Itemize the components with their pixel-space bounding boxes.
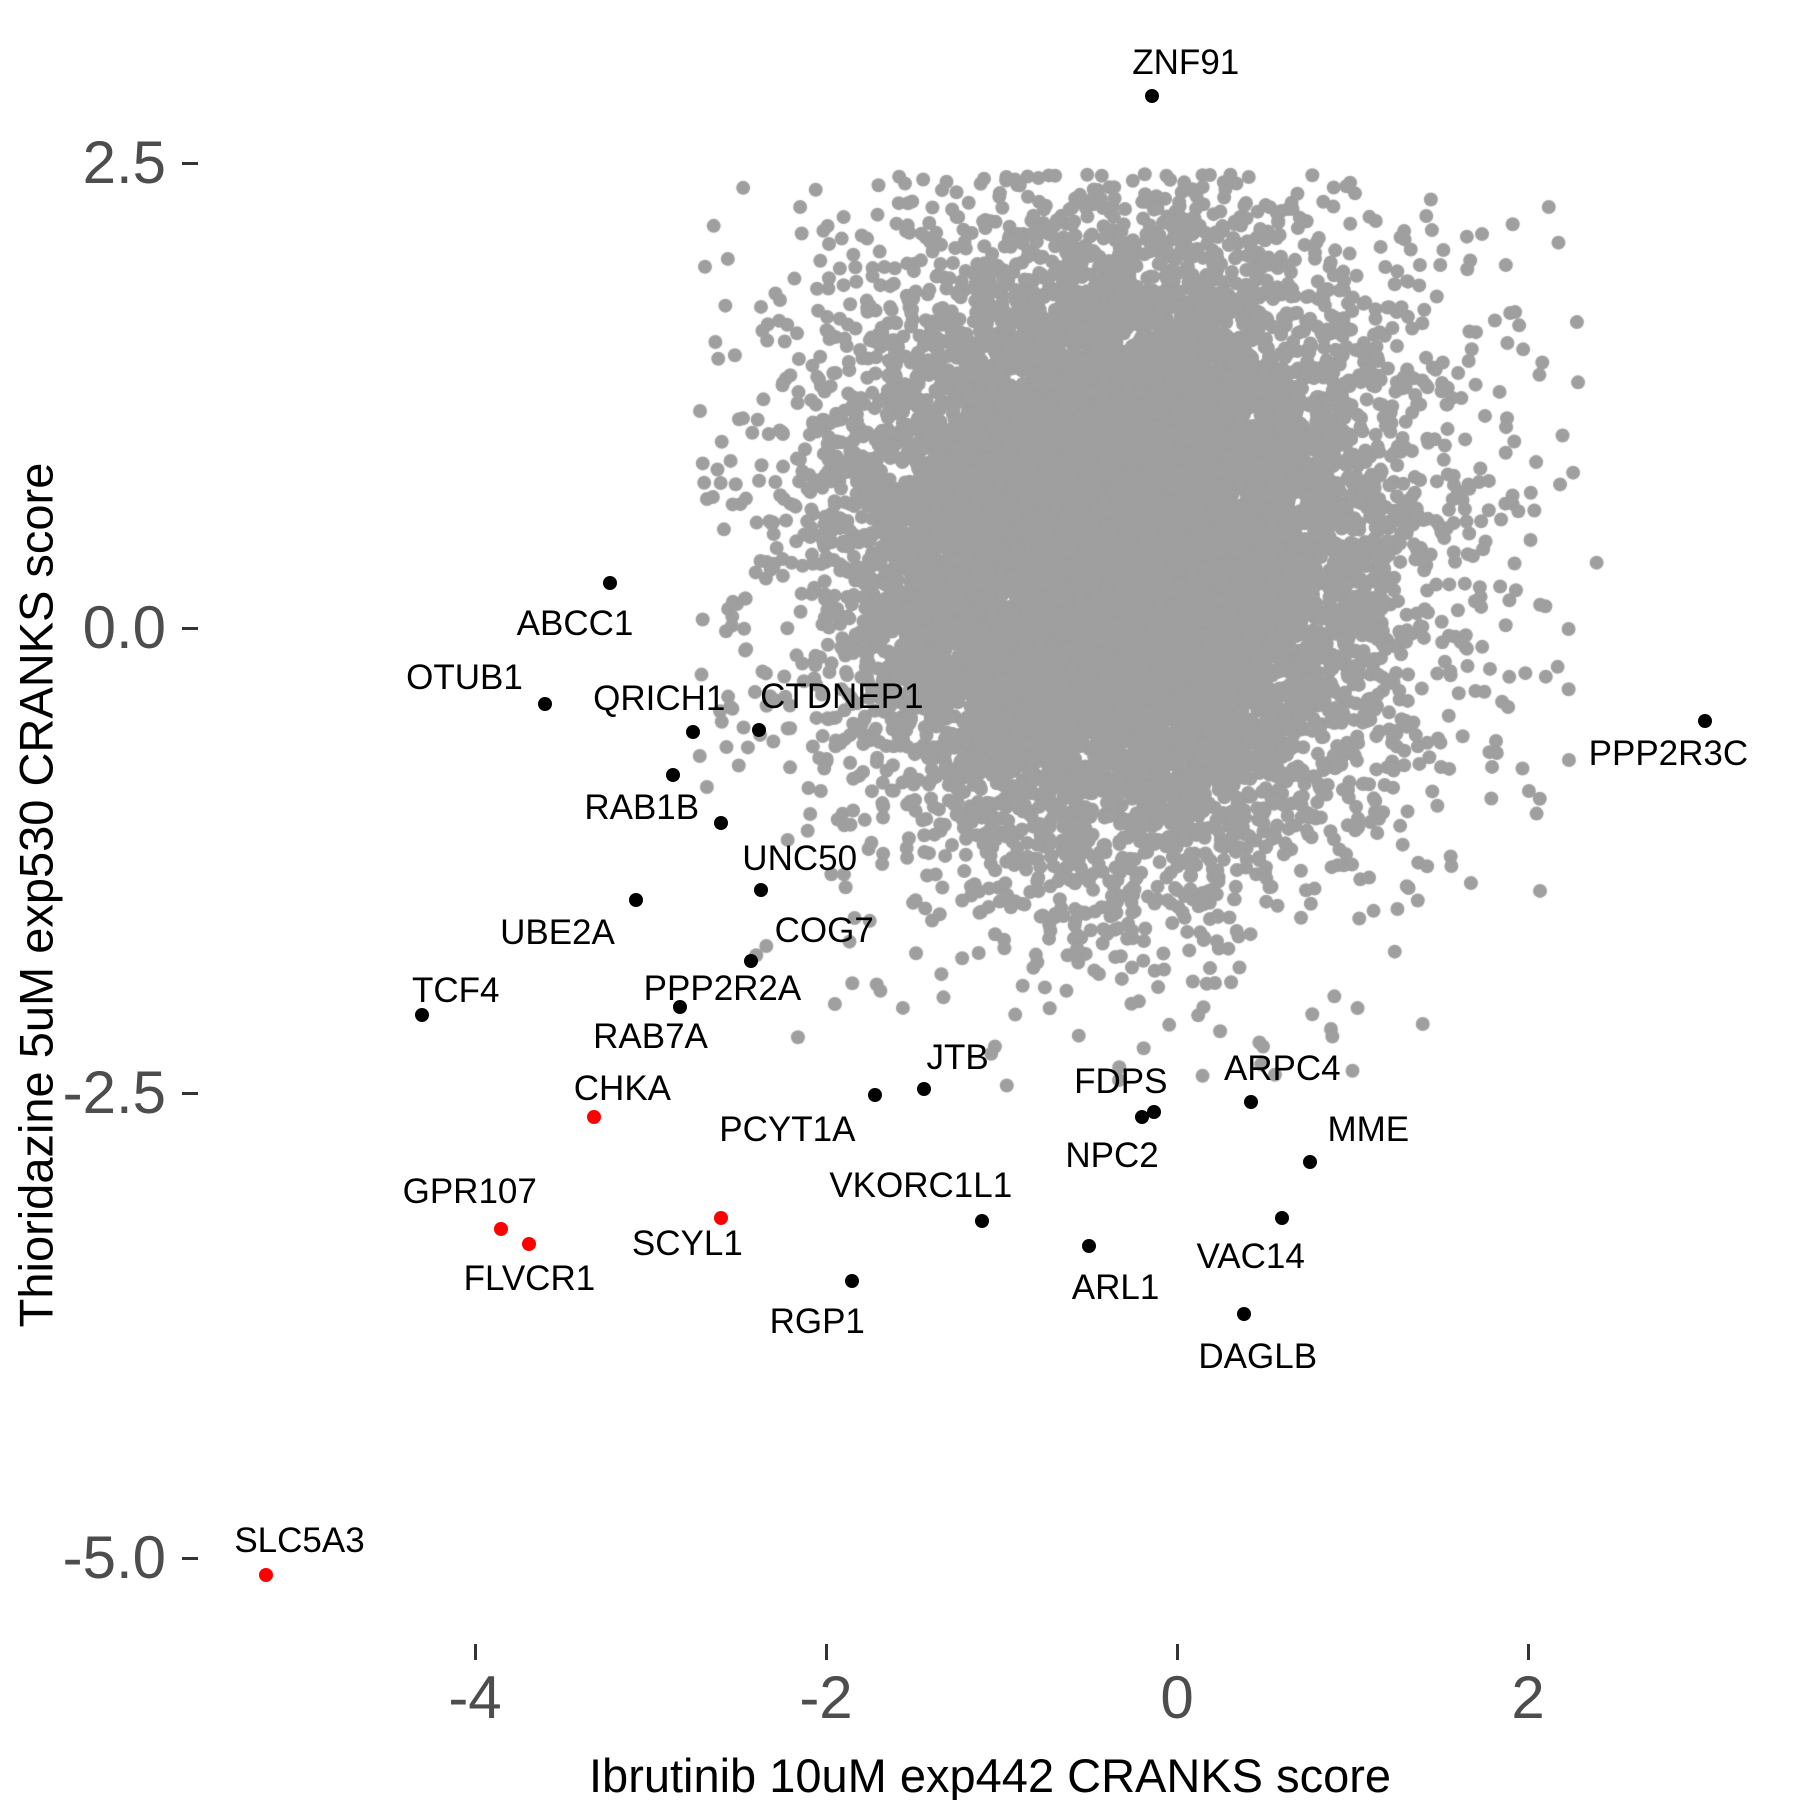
gene-point-vkorc1l1 [975, 1214, 990, 1229]
gene-label-tcf4: TCF4 [411, 970, 500, 1010]
gene-label-fdps: FDPS [1074, 1061, 1168, 1101]
gene-label-qrich1: QRICH1 [593, 678, 726, 718]
gene-point-ppp2r2a [673, 1000, 688, 1015]
gene-point-pcyt1a [868, 1087, 883, 1102]
gene-point-rab1b [666, 767, 681, 782]
gene-point-ube2a [629, 892, 644, 907]
x-axis-title: Ibrutinib 10uM exp442 CRANKS score [588, 1749, 1392, 1800]
gene-point-otub1 [538, 697, 553, 712]
gene-label-slc5a3: SLC5A3 [234, 1521, 365, 1561]
gene-label-mme: MME [1327, 1110, 1410, 1150]
gene-label-rgp1: RGP1 [769, 1301, 865, 1341]
gene-point-vac14 [1275, 1210, 1290, 1225]
gene-label-ctdnep1: CTDNEP1 [760, 676, 924, 716]
gene-point-flvcr1 [522, 1236, 537, 1251]
gene-point-fdps [1147, 1104, 1162, 1119]
gene-label-jtb: JTB [926, 1037, 989, 1077]
gene-point-rab7a [713, 816, 728, 831]
gene-label-gpr107: GPR107 [402, 1171, 537, 1211]
gene-label-ube2a: UBE2A [500, 913, 615, 953]
gene-label-rab7a: RAB7A [593, 1017, 708, 1057]
gene-point-ppp2r3c [1698, 714, 1713, 728]
gene-label-znf91: ZNF91 [1132, 42, 1240, 82]
gene-point-chka [587, 1110, 602, 1125]
gene-point-arl1 [1082, 1238, 1097, 1253]
gene-label-vkorc1l1: VKORC1L1 [829, 1166, 1013, 1205]
gene-label-vac14: VAC14 [1196, 1236, 1305, 1276]
gene-point-rgp1 [845, 1273, 860, 1288]
gene-point-daglb [1236, 1307, 1251, 1322]
gene-point-znf91 [1145, 89, 1160, 104]
gene-label-ppp2r3c: PPP2R3C [1588, 734, 1749, 774]
gene-point-slc5a3 [259, 1567, 274, 1582]
gene-label-daglb: DAGLB [1198, 1337, 1318, 1377]
gene-label-cog7: COG7 [774, 911, 874, 951]
gene-label-ppp2r2a: PPP2R2A [643, 968, 802, 1008]
gene-label-flvcr1: FLVCR1 [463, 1259, 596, 1298]
gene-label-npc2: NPC2 [1065, 1136, 1159, 1176]
y-axis-title: Thioridazine 5uM exp530 CRANKS score [9, 462, 63, 1328]
gene-point-unc50 [754, 883, 769, 898]
gene-label-chka: CHKA [573, 1069, 672, 1109]
gene-point-qrich1 [685, 725, 700, 740]
gene-point-abcc1 [603, 576, 618, 591]
gene-label-pcyt1a: PCYT1A [719, 1110, 856, 1150]
gene-label-unc50: UNC50 [742, 838, 858, 878]
gene-label-arpc4: ARPC4 [1223, 1048, 1341, 1088]
gene-label-scyl1: SCYL1 [631, 1223, 743, 1263]
gene-label-otub1: OTUB1 [406, 658, 523, 698]
gene-label-rab1b: RAB1B [584, 788, 700, 828]
gene-point-arpc4 [1243, 1095, 1258, 1110]
gene-point-scyl1 [713, 1210, 728, 1225]
gene-point-ctdnep1 [752, 723, 767, 738]
gene-point-gpr107 [494, 1221, 509, 1236]
gene-point-jtb [917, 1082, 932, 1097]
gene-label-abcc1: ABCC1 [516, 604, 634, 644]
gene-point-npc2 [1134, 1110, 1149, 1125]
gene-point-tcf4 [415, 1007, 430, 1022]
gene-point-mme [1303, 1154, 1318, 1169]
gene-point-cog7 [743, 953, 758, 968]
gene-label-arl1: ARL1 [1071, 1268, 1160, 1308]
